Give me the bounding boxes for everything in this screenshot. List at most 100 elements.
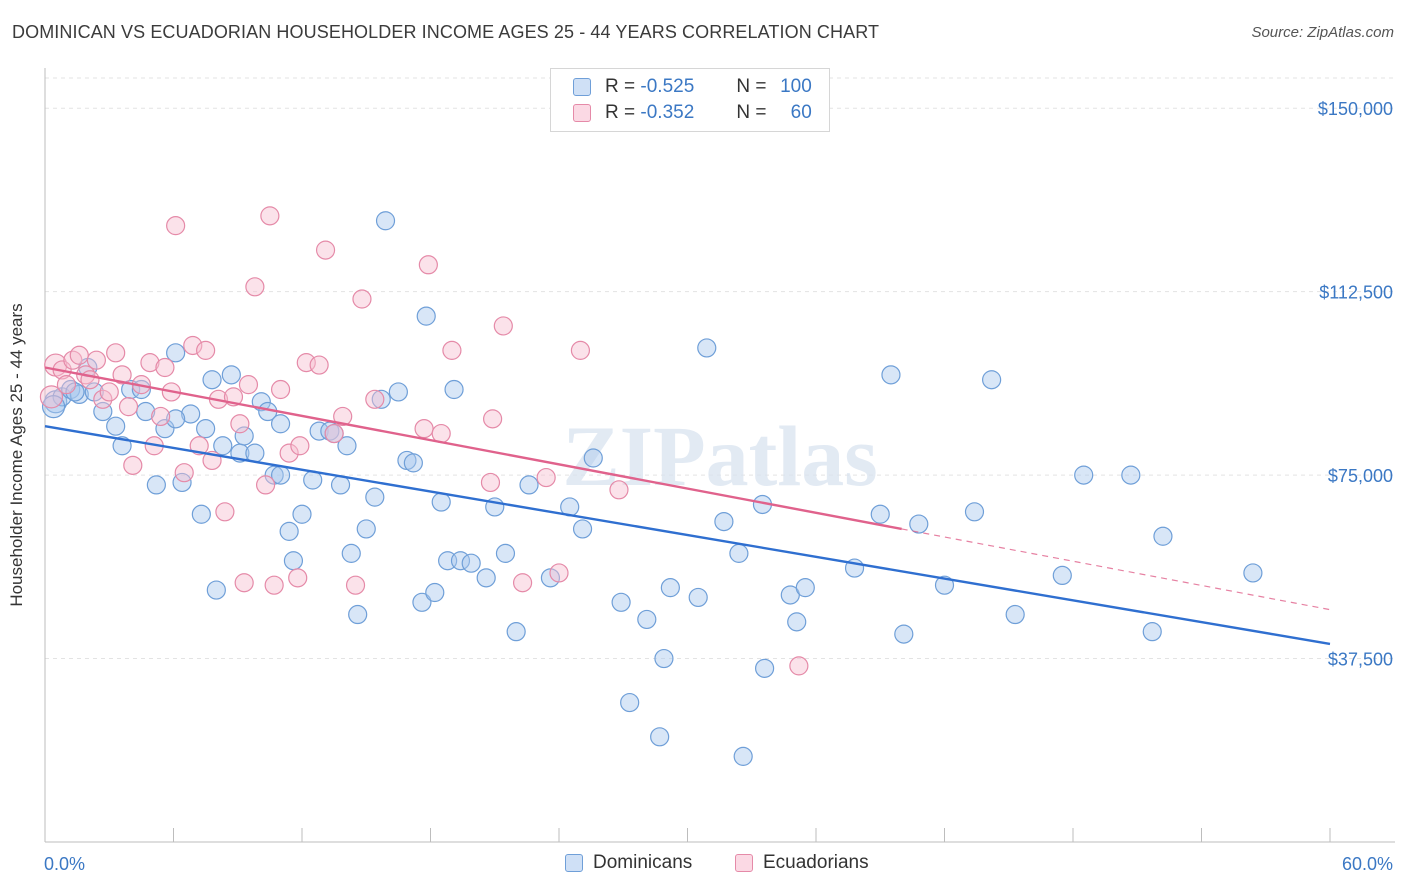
dominican-point xyxy=(283,551,304,571)
dominican-point xyxy=(425,582,445,603)
n-value: 60 xyxy=(790,102,812,123)
y-tick-label: $75,000 xyxy=(1328,466,1393,486)
dominican-point xyxy=(583,448,603,468)
ecuadorian-point xyxy=(56,375,77,395)
dominicans-legend-swatch xyxy=(565,854,583,872)
n-label: N = xyxy=(736,102,767,123)
dominican-point xyxy=(337,436,357,456)
series-legend: Dominicans Ecuadorians xyxy=(0,852,1406,876)
n-value: 100 xyxy=(780,76,812,97)
ecuadorian-point xyxy=(155,357,175,378)
dominican-point xyxy=(112,436,132,456)
dominican-point xyxy=(444,379,464,400)
dominican-point xyxy=(365,487,385,507)
dominican-point xyxy=(202,370,222,390)
ecuadorian-point xyxy=(140,353,160,373)
ecuadorian-trend-extension xyxy=(901,528,1331,611)
dominican-point xyxy=(403,453,423,473)
dominican-point xyxy=(729,543,749,563)
dominican-point xyxy=(934,575,955,595)
dominican-point xyxy=(714,511,734,532)
dominican-point xyxy=(660,578,680,598)
dominican-point xyxy=(166,343,186,363)
ecuadorian-point xyxy=(238,375,259,395)
ecuadorian-point xyxy=(418,255,438,275)
ecuadorian-point xyxy=(324,423,344,444)
dominican-point xyxy=(234,426,254,446)
ecuadorian-point xyxy=(789,656,809,676)
ecuadorian-point xyxy=(234,573,254,593)
ecuadorian-point xyxy=(118,397,139,417)
dominican-point xyxy=(572,519,593,539)
ecuadorians-legend-swatch xyxy=(735,854,753,872)
dominican-point xyxy=(964,502,985,522)
legend-item-dominicans[interactable]: Dominicans xyxy=(565,852,692,874)
y-tick-label: $112,500 xyxy=(1319,283,1393,303)
ecuadorian-point xyxy=(93,389,113,409)
dominican-point xyxy=(795,578,815,598)
ecuadorian-point xyxy=(270,379,291,400)
ecuadorian-point xyxy=(230,414,250,434)
ecuadorian-point xyxy=(309,355,329,375)
dominican-point xyxy=(348,604,368,625)
source-label: Source: ZipAtlas.com xyxy=(1251,24,1394,41)
dominican-point xyxy=(650,727,670,747)
ecuadorian-point xyxy=(442,340,462,360)
y-tick-label: $37,500 xyxy=(1328,650,1393,670)
r-value: -0.525 xyxy=(640,76,695,97)
ecuadorian-point xyxy=(352,289,372,309)
dominican-point xyxy=(894,624,914,644)
tick-labels: $37,500 $75,000 $112,500 $150,000 0.0% 60.0% xyxy=(44,99,1393,874)
dominican-point xyxy=(1243,563,1263,583)
dominican-point xyxy=(1074,465,1094,485)
dominican-point xyxy=(375,211,396,231)
ecuadorian-point xyxy=(536,467,556,488)
ecuadorian-point xyxy=(609,480,629,500)
ecuadorian-point xyxy=(112,365,132,385)
dominican-point xyxy=(106,416,126,436)
dominican-point xyxy=(431,492,451,512)
dominican-point xyxy=(654,648,674,669)
dominican-point xyxy=(191,504,211,524)
r-label: R = xyxy=(605,76,636,97)
dominican-point xyxy=(476,568,496,588)
dominican-point xyxy=(870,504,890,524)
dominican-point xyxy=(245,443,265,463)
ecuadorian-point xyxy=(80,370,100,390)
x-tick-label: 0.0% xyxy=(44,854,85,874)
ecuadorian-point xyxy=(288,568,308,588)
ecuadorian-point xyxy=(123,455,143,475)
ecuadorian-point xyxy=(333,406,353,427)
legend-label-dominicans: Dominicans xyxy=(593,852,693,873)
trend-lines xyxy=(44,366,1331,646)
y-tick-label: $150,000 xyxy=(1318,99,1393,119)
ecuadorians-swatch xyxy=(573,104,591,122)
dominican-point xyxy=(506,622,526,642)
ecuadorian-point xyxy=(166,216,186,236)
dominican-point xyxy=(41,395,66,419)
ecuadorian-point xyxy=(39,385,64,409)
dominican-point xyxy=(155,419,175,439)
dominican-point xyxy=(1142,622,1162,642)
dominican-point xyxy=(620,692,640,713)
ecuadorian-point xyxy=(151,406,171,427)
stats-legend: R = -0.525 N = 100 R = -0.352 N = 60 xyxy=(550,68,830,132)
dominican-point xyxy=(787,612,807,632)
dominican-point xyxy=(371,389,391,409)
dominican-point xyxy=(166,409,186,429)
ecuadorian-point xyxy=(260,206,280,226)
ecuadorian-point xyxy=(570,340,591,360)
dominican-point xyxy=(461,553,481,573)
ecuadorian-point xyxy=(279,443,299,463)
dominicans-swatch xyxy=(573,78,591,96)
dominican-point xyxy=(1052,565,1072,586)
grid-lines xyxy=(45,77,1395,660)
dominican-point xyxy=(697,338,717,358)
dominican-point xyxy=(1153,526,1173,546)
ecuadorian-point xyxy=(99,382,119,402)
legend-label-ecuadorians: Ecuadorians xyxy=(763,852,869,873)
ecuadorian-point xyxy=(174,463,194,483)
legend-item-ecuadorians[interactable]: Ecuadorians xyxy=(735,852,869,874)
ecuadorian-point xyxy=(255,475,276,495)
dominican-trend-line xyxy=(44,425,1331,646)
